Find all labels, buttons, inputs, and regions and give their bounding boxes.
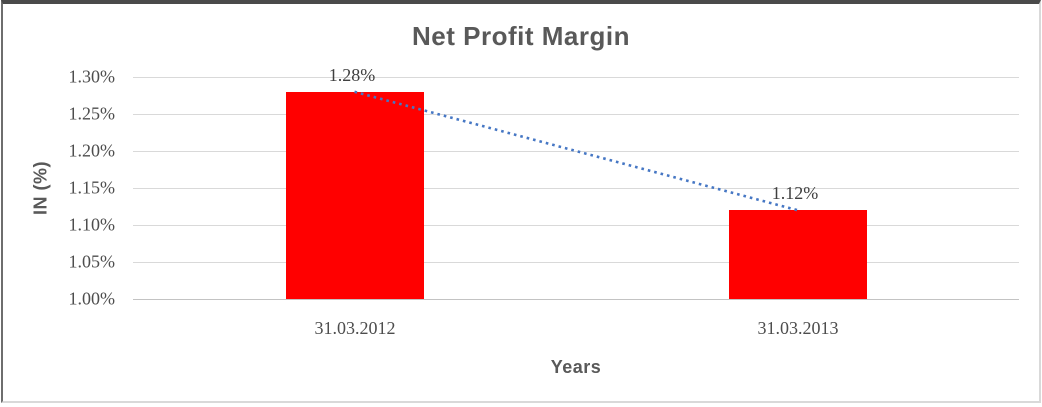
data-label: 1.12%	[771, 183, 819, 203]
x-axis-line	[133, 299, 1019, 300]
y-tick-label: 1.10%	[68, 214, 116, 235]
y-tick-label: 1.15%	[68, 177, 116, 198]
bar-31.03.2013	[729, 210, 867, 299]
x-tick-label: 31.03.2012	[314, 318, 396, 338]
data-label: 1.28%	[328, 65, 376, 85]
gridline	[133, 188, 1019, 189]
y-tick-label: 1.00%	[68, 288, 116, 309]
y-tick-label: 1.20%	[68, 140, 116, 161]
gridline	[133, 225, 1019, 226]
y-tick-label: 1.25%	[68, 103, 116, 124]
y-tick-label: 1.05%	[68, 251, 116, 272]
x-axis-title: Years	[550, 357, 602, 377]
gridline	[133, 262, 1019, 263]
chart-title: Net Profit Margin	[412, 21, 630, 51]
gridline	[133, 151, 1019, 152]
bar-31.03.2012	[286, 92, 424, 299]
trendline	[354, 90, 798, 212]
gridline	[133, 77, 1019, 78]
y-tick-label: 1.30%	[68, 66, 116, 87]
x-tick-label: 31.03.2013	[757, 318, 839, 338]
plot-area: 1.28% 1.12%	[133, 65, 1019, 300]
gridline	[133, 114, 1019, 115]
